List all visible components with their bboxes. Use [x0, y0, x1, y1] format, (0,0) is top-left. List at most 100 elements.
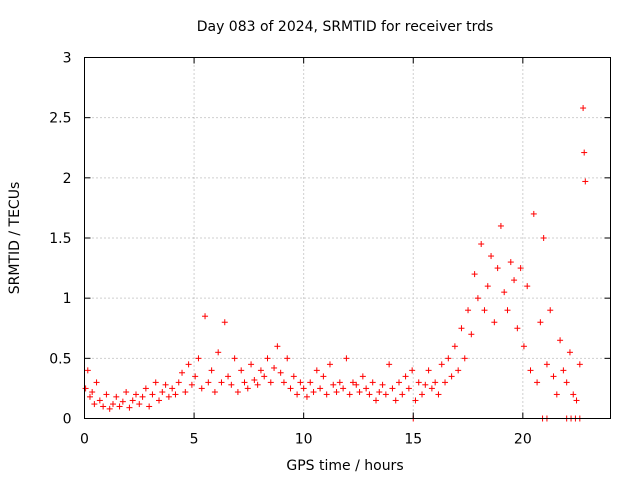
y-axis-label: SRMTID / TECUs: [7, 182, 23, 295]
data-point: [234, 389, 241, 396]
data-point: [376, 389, 383, 396]
data-point: [195, 355, 202, 362]
data-point: [188, 381, 195, 388]
data-point: [520, 343, 527, 350]
y-tick-label: 2.5: [49, 111, 71, 127]
data-point: [399, 391, 406, 398]
x-tick-label: 5: [190, 432, 199, 448]
data-point: [415, 379, 422, 386]
data-point: [563, 379, 570, 386]
data-point: [142, 385, 149, 392]
data-point: [514, 325, 521, 332]
data-point: [425, 367, 432, 374]
data-point: [159, 389, 166, 396]
data-point: [215, 349, 222, 356]
data-point: [405, 385, 412, 392]
data-point: [93, 379, 100, 386]
data-point: [317, 385, 324, 392]
data-point: [343, 355, 350, 362]
y-tick-label: 2: [63, 171, 72, 187]
data-point: [566, 349, 573, 356]
data-point: [396, 379, 403, 386]
data-point: [238, 367, 245, 374]
data-point: [123, 389, 130, 396]
data-point: [530, 210, 537, 217]
x-axis-label: GPS time / hours: [286, 458, 403, 474]
data-point: [576, 361, 583, 368]
y-tick-label: 1.5: [49, 231, 71, 247]
data-point: [221, 319, 228, 326]
data-point: [435, 391, 442, 398]
data-point: [323, 391, 330, 398]
data-point: [501, 289, 508, 296]
data-point: [497, 222, 504, 229]
data-point: [175, 379, 182, 386]
data-point: [340, 385, 347, 392]
chart-title: Day 083 of 2024, SRMTID for receiver trd…: [197, 19, 494, 35]
data-point: [379, 381, 386, 388]
data-point: [333, 389, 340, 396]
data-points: [82, 105, 589, 422]
data-point: [448, 373, 455, 380]
y-tick-label: 3: [63, 51, 72, 67]
data-point: [580, 105, 587, 112]
data-point: [205, 379, 212, 386]
data-point: [274, 343, 281, 350]
data-point: [251, 376, 258, 383]
data-point: [225, 373, 232, 380]
data-point: [136, 401, 143, 408]
data-point: [300, 385, 307, 392]
data-point: [303, 393, 310, 400]
data-point: [257, 367, 264, 374]
data-point: [152, 379, 159, 386]
data-point: [284, 355, 291, 362]
data-point: [162, 381, 169, 388]
data-point: [422, 381, 429, 388]
data-point: [254, 381, 261, 388]
data-point: [277, 369, 284, 376]
data-point: [432, 379, 439, 386]
data-point: [264, 355, 271, 362]
data-point: [582, 178, 589, 185]
data-point: [474, 295, 481, 302]
data-point: [228, 381, 235, 388]
data-point: [402, 373, 409, 380]
data-point: [412, 397, 419, 404]
data-point: [208, 367, 215, 374]
data-point: [346, 391, 353, 398]
grid: [84, 57, 611, 419]
data-point: [267, 379, 274, 386]
data-point: [313, 367, 320, 374]
data-point: [96, 397, 103, 404]
data-point: [103, 391, 110, 398]
data-point: [192, 373, 199, 380]
y-tick-label: 1: [63, 291, 72, 307]
data-point: [547, 307, 554, 314]
data-point: [455, 367, 462, 374]
data-point: [91, 401, 98, 408]
data-point: [310, 389, 317, 396]
data-point: [356, 389, 363, 396]
data-point: [179, 369, 186, 376]
data-point: [271, 364, 278, 371]
x-tick-label: 20: [514, 432, 532, 448]
data-point: [198, 385, 205, 392]
data-point: [82, 385, 89, 392]
data-point: [471, 271, 478, 278]
data-point: [353, 381, 360, 388]
data-point: [172, 391, 179, 398]
data-point: [106, 405, 113, 412]
data-point: [231, 355, 238, 362]
data-point: [261, 373, 268, 380]
data-point: [557, 337, 564, 344]
data-point: [369, 379, 376, 386]
axis-ticks: 0 0.5 1 1.5 2 2.5 3 0 5 10 15 20: [49, 51, 611, 448]
data-point: [113, 393, 120, 400]
data-point: [126, 404, 133, 411]
data-point: [326, 361, 333, 368]
data-point: [560, 367, 567, 374]
data-point: [553, 391, 560, 398]
y-tick-label: 0.5: [49, 351, 71, 367]
data-point: [287, 385, 294, 392]
